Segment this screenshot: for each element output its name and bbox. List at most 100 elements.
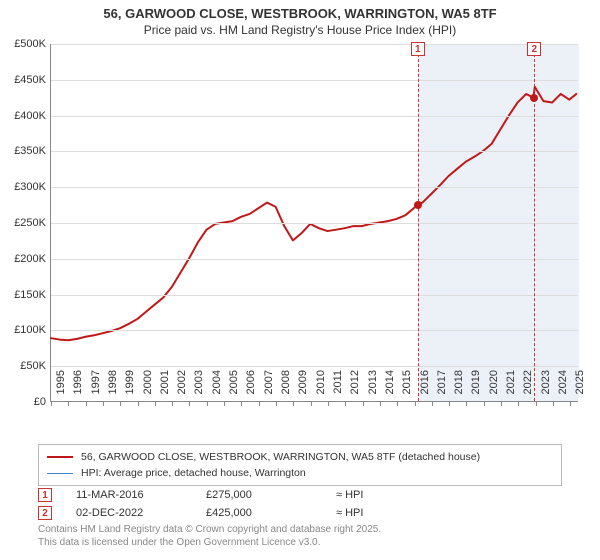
legend-label: HPI: Average price, detached house, Warr…: [81, 467, 306, 479]
x-tick: [51, 401, 52, 406]
x-axis-label: 1999: [124, 370, 136, 406]
x-tick: [466, 401, 467, 406]
x-axis-label: 2005: [228, 370, 240, 406]
x-axis-label: 2023: [540, 370, 552, 406]
y-axis-label: £500K: [0, 38, 46, 50]
sale-marker-line: [418, 44, 419, 401]
sale-note: ≈ HPI: [336, 507, 363, 519]
x-axis-label: 1995: [55, 370, 67, 406]
x-tick: [276, 401, 277, 406]
title-line1: 56, GARWOOD CLOSE, WESTBROOK, WARRINGTON…: [0, 6, 600, 23]
legend-item: HPI: Average price, detached house, Warr…: [47, 465, 553, 481]
gridline: [51, 295, 578, 296]
legend-swatch: [47, 456, 73, 458]
x-tick: [484, 401, 485, 406]
x-tick: [259, 401, 260, 406]
y-axis-label: £250K: [0, 217, 46, 229]
x-tick: [553, 401, 554, 406]
x-axis-label: 2007: [263, 370, 275, 406]
sales-table: 1 11-MAR-2016 £275,000 ≈ HPI 2 02-DEC-20…: [38, 486, 363, 522]
x-axis-label: 2014: [384, 370, 396, 406]
x-tick: [345, 401, 346, 406]
x-axis-label: 2012: [349, 370, 361, 406]
x-axis-label: 2004: [211, 370, 223, 406]
x-tick: [449, 401, 450, 406]
sale-marker-number: 1: [411, 42, 425, 56]
x-tick: [501, 401, 502, 406]
sale-marker-box: 2: [38, 506, 52, 520]
x-axis-label: 1998: [107, 370, 119, 406]
x-axis-label: 2011: [332, 370, 344, 406]
sale-marker-box: 1: [38, 488, 52, 502]
x-tick: [293, 401, 294, 406]
x-tick: [172, 401, 173, 406]
y-axis-label: £100K: [0, 324, 46, 336]
x-tick: [432, 401, 433, 406]
gridline: [51, 259, 578, 260]
y-axis-label: £300K: [0, 181, 46, 193]
sale-dot: [414, 201, 422, 209]
x-tick: [86, 401, 87, 406]
x-tick: [363, 401, 364, 406]
x-axis-label: 1996: [72, 370, 84, 406]
sale-dot: [530, 94, 538, 102]
x-axis-label: 2008: [280, 370, 292, 406]
sale-row: 2 02-DEC-2022 £425,000 ≈ HPI: [38, 504, 363, 522]
gridline: [51, 80, 578, 81]
x-axis-label: 2001: [159, 370, 171, 406]
sale-row: 1 11-MAR-2016 £275,000 ≈ HPI: [38, 486, 363, 504]
chart-title: 56, GARWOOD CLOSE, WESTBROOK, WARRINGTON…: [0, 0, 600, 38]
y-axis-label: £200K: [0, 253, 46, 265]
x-axis-label: 2013: [367, 370, 379, 406]
y-axis-label: £350K: [0, 145, 46, 157]
x-axis-label: 2021: [505, 370, 517, 406]
y-axis-label: £400K: [0, 110, 46, 122]
x-tick: [311, 401, 312, 406]
gridline: [51, 116, 578, 117]
sale-price: £275,000: [206, 489, 336, 501]
footer-line: Contains HM Land Registry data © Crown c…: [38, 524, 381, 537]
x-axis-label: 2000: [142, 370, 154, 406]
gridline: [51, 366, 578, 367]
x-tick: [570, 401, 571, 406]
x-tick: [328, 401, 329, 406]
x-axis-label: 2022: [522, 370, 534, 406]
sale-price: £425,000: [206, 507, 336, 519]
x-tick: [155, 401, 156, 406]
x-axis-label: 2010: [315, 370, 327, 406]
y-axis-label: £150K: [0, 289, 46, 301]
x-axis-label: 1997: [90, 370, 102, 406]
x-axis-label: 2015: [401, 370, 413, 406]
x-axis-label: 2018: [453, 370, 465, 406]
x-axis-label: 2016: [419, 370, 431, 406]
legend-item: 56, GARWOOD CLOSE, WESTBROOK, WARRINGTON…: [47, 449, 553, 465]
legend-label: 56, GARWOOD CLOSE, WESTBROOK, WARRINGTON…: [81, 451, 480, 463]
x-axis-label: 2025: [574, 370, 586, 406]
x-axis-label: 2002: [176, 370, 188, 406]
x-axis-label: 2017: [436, 370, 448, 406]
footer-line: This data is licensed under the Open Gov…: [38, 537, 381, 550]
x-tick: [536, 401, 537, 406]
sale-date: 02-DEC-2022: [76, 507, 206, 519]
y-axis-label: £0: [0, 396, 46, 408]
x-tick: [138, 401, 139, 406]
y-axis-label: £50K: [0, 360, 46, 372]
x-axis-label: 2009: [297, 370, 309, 406]
legend-swatch: [47, 473, 73, 474]
gridline: [51, 44, 578, 45]
x-tick: [241, 401, 242, 406]
x-tick: [380, 401, 381, 406]
x-tick: [68, 401, 69, 406]
x-axis-label: 2020: [488, 370, 500, 406]
x-axis-label: 2003: [193, 370, 205, 406]
gridline: [51, 187, 578, 188]
x-tick: [189, 401, 190, 406]
gridline: [51, 223, 578, 224]
x-tick: [397, 401, 398, 406]
x-tick: [224, 401, 225, 406]
x-tick: [207, 401, 208, 406]
gridline: [51, 151, 578, 152]
x-axis-label: 2024: [557, 370, 569, 406]
x-tick: [415, 401, 416, 406]
chart-plot-area: £0£50K£100K£150K£200K£250K£300K£350K£400…: [50, 44, 578, 402]
